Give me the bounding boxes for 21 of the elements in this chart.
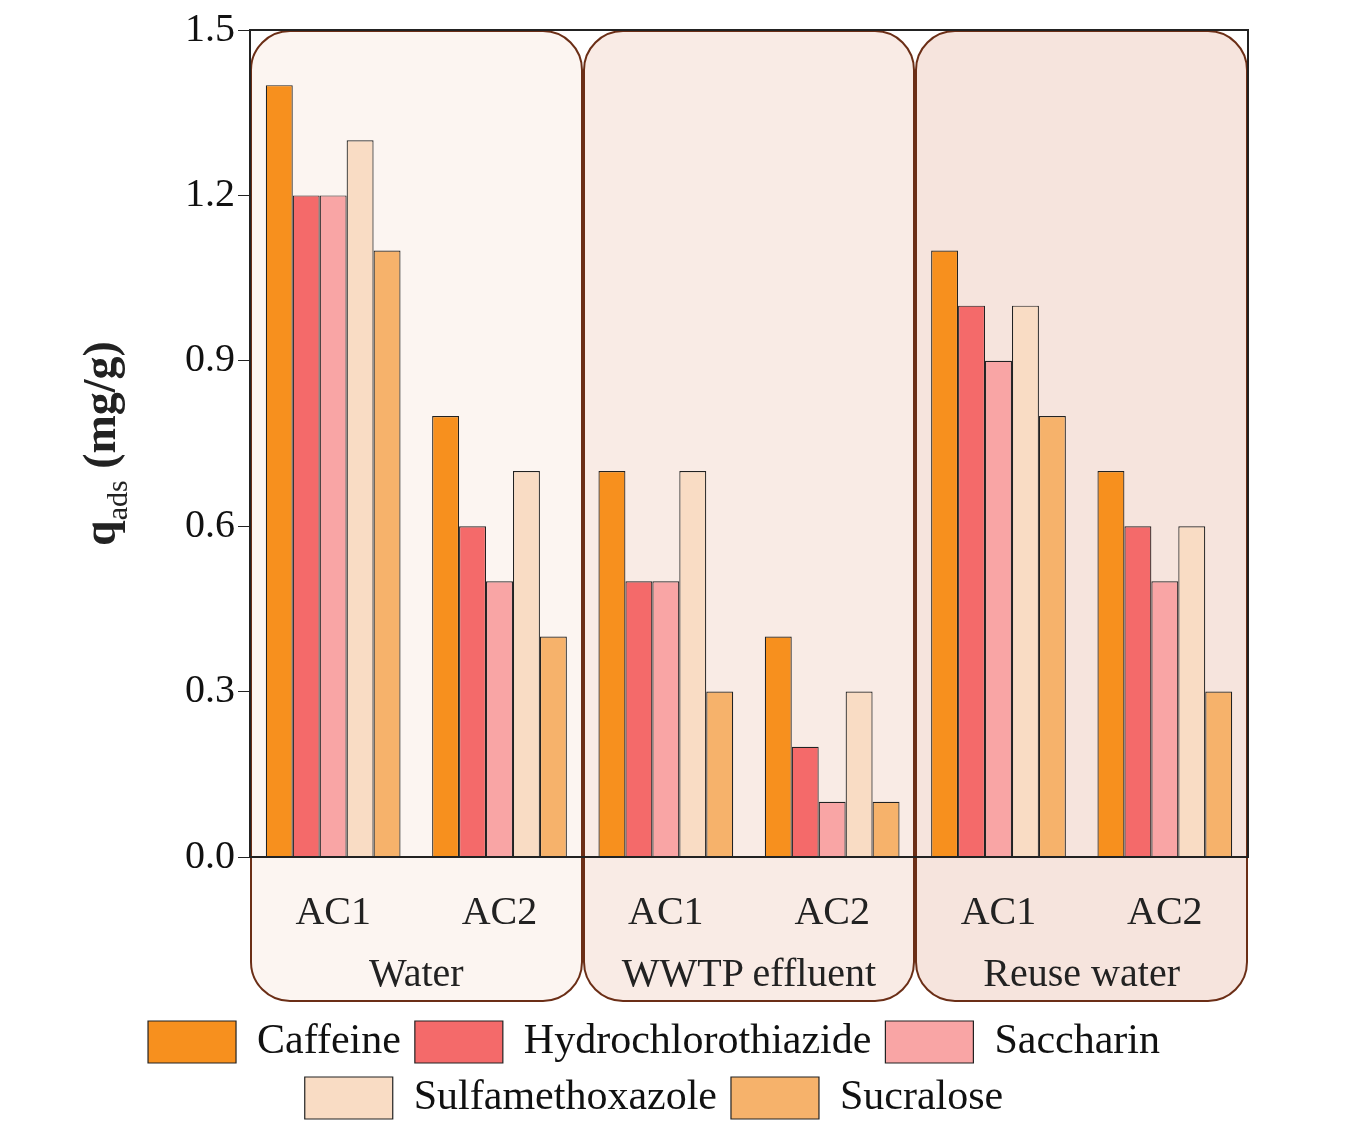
legend-label: Saccharin [994,1016,1160,1063]
y-tick-label: 0.6 [185,500,235,546]
legend-label: Sulfamethoxazole [413,1072,717,1119]
legend-label: Sucralose [839,1072,1004,1119]
y-tick-label: 0.9 [185,335,235,381]
legend-label: Hydrochlorothiazide [523,1016,872,1063]
x-tick-label: AC2 [461,887,538,933]
y-axis-title: qads (mg/g) [74,341,133,546]
x-tick-label: AC2 [1127,887,1203,933]
x-tick-label: AC1 [295,887,371,933]
y-tick-label: 0.0 [185,831,235,877]
y-tick-label: 1.5 [185,4,235,50]
x-tick-label: AC1 [628,887,704,933]
text: WWTP effluent [621,949,877,995]
legend-label: Caffeine [257,1016,401,1063]
text: Water [369,949,464,995]
x-tick-label: AC2 [794,887,870,933]
y-tick-label: 1.2 [185,169,235,215]
x-tick-label: AC1 [960,887,1037,933]
y-tick-label: 0.3 [185,666,235,712]
text: Reuse water [983,949,1180,995]
